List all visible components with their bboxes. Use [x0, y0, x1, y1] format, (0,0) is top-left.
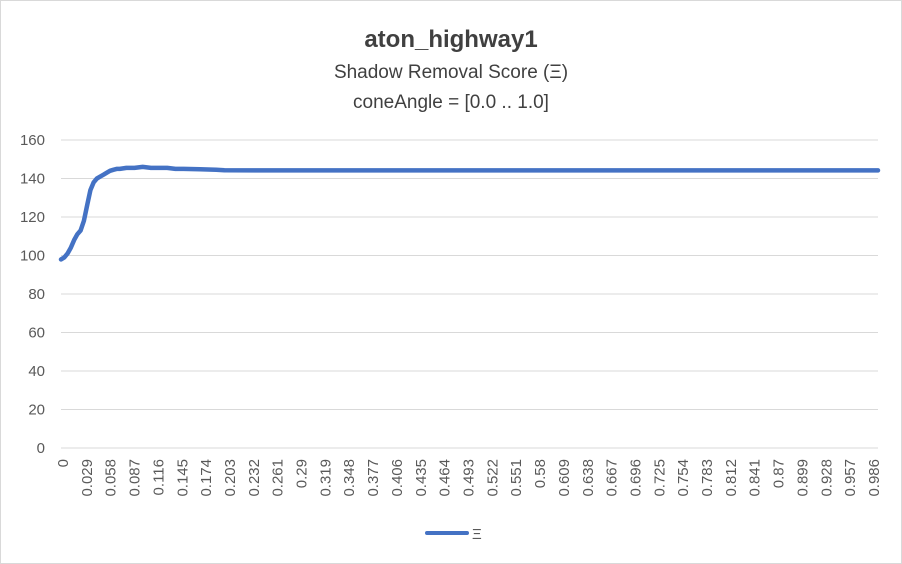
- x-tick-label: 0: [55, 459, 72, 467]
- x-tick-label: 0.435: [413, 459, 430, 497]
- x-tick-label: 0.522: [484, 459, 501, 497]
- y-tick-label: 140: [20, 171, 45, 188]
- y-tick-label: 40: [28, 363, 45, 380]
- x-tick-label: 0.348: [341, 459, 358, 497]
- x-tick-label: 0.377: [365, 459, 382, 497]
- y-axis-tick-labels: 0 20 40 60 80 100 120 140 160: [20, 132, 45, 457]
- y-tick-label: 120: [20, 209, 45, 226]
- x-tick-label: 0.406: [389, 459, 406, 497]
- x-tick-label: 0.928: [818, 459, 835, 497]
- x-tick-label: 0.261: [270, 459, 287, 497]
- chart-title: aton_highway1: [364, 26, 537, 53]
- x-tick-label: 0.899: [794, 459, 811, 497]
- y-tick-label: 160: [20, 132, 45, 149]
- series-line-0: [58, 164, 881, 262]
- x-tick-label: 0.203: [222, 459, 239, 497]
- chart-subtitle-2: coneAngle = [0.0 .. 1.0]: [353, 92, 549, 113]
- x-tick-label: 0.696: [627, 459, 644, 497]
- x-tick-label: 0.812: [723, 459, 740, 497]
- x-tick-label: 0.638: [580, 459, 597, 497]
- chart-subtitle-1: Shadow Removal Score (Ξ): [334, 62, 568, 83]
- x-tick-label: 0.725: [651, 459, 668, 497]
- gridlines: [61, 139, 878, 449]
- x-tick-label: 0.145: [174, 459, 191, 497]
- x-tick-label: 0.551: [508, 459, 525, 497]
- x-tick-label: 0.841: [747, 459, 764, 497]
- x-tick-label: 0.116: [150, 459, 167, 495]
- x-tick-label: 0.957: [842, 459, 859, 497]
- x-axis-tick-labels: 0 0.029 0.058 0.087 0.116 0.145 0.174 0.203 0.23…: [55, 459, 883, 497]
- x-tick-label: 0.58: [532, 459, 549, 488]
- x-tick-label: 0.783: [699, 459, 716, 497]
- y-tick-label: 20: [28, 402, 45, 419]
- x-tick-label: 0.464: [437, 459, 454, 497]
- x-tick-label: 0.087: [127, 459, 144, 497]
- legend: Ξ: [425, 526, 482, 543]
- x-tick-label: 0.667: [604, 459, 621, 497]
- x-tick-label: 0.058: [103, 459, 120, 497]
- y-tick-label: 60: [28, 325, 45, 342]
- x-tick-label: 0.232: [246, 459, 263, 497]
- x-tick-label: 0.029: [79, 459, 96, 497]
- x-tick-label: 0.174: [198, 459, 215, 497]
- x-tick-label: 0.609: [556, 459, 573, 497]
- y-tick-label: 100: [20, 248, 45, 265]
- x-tick-label: 0.29: [294, 459, 311, 488]
- x-tick-label: 0.319: [317, 459, 334, 497]
- series-layer: [58, 164, 881, 262]
- x-tick-label: 0.493: [461, 459, 478, 497]
- y-tick-label: 80: [28, 286, 45, 303]
- x-tick-label: 0.87: [771, 459, 788, 488]
- legend-label: Ξ: [472, 526, 482, 543]
- y-tick-label: 0: [37, 440, 45, 457]
- x-tick-label: 0.754: [675, 459, 692, 497]
- x-tick-label: 0.986: [866, 459, 883, 497]
